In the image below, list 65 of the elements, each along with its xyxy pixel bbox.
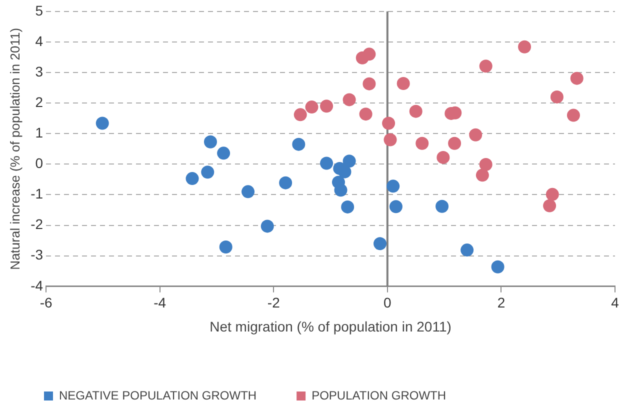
point xyxy=(320,100,334,113)
point xyxy=(359,108,372,121)
point xyxy=(292,138,306,151)
point xyxy=(362,48,376,61)
point xyxy=(362,77,376,90)
point xyxy=(460,244,474,257)
point xyxy=(479,158,492,171)
point xyxy=(204,135,217,148)
point xyxy=(386,180,400,193)
y-tick-label: -4 xyxy=(30,277,44,294)
legend-label: POPULATION GROWTH xyxy=(312,388,446,402)
point xyxy=(436,200,449,213)
x-tick-label: -4 xyxy=(154,294,166,311)
point xyxy=(338,165,352,178)
y-tick-label: 1 xyxy=(35,124,44,140)
point xyxy=(334,184,348,197)
point xyxy=(518,40,532,54)
point xyxy=(294,108,307,122)
y-tick-label: -2 xyxy=(30,216,44,232)
point xyxy=(201,166,214,179)
point xyxy=(342,154,356,168)
y-tick-label: -3 xyxy=(30,246,44,263)
point xyxy=(479,60,492,73)
x-tick-label: -6 xyxy=(40,294,52,311)
point xyxy=(416,136,429,150)
point xyxy=(305,100,318,114)
x-tick-label: 0 xyxy=(384,294,392,311)
point xyxy=(342,93,356,106)
y-tick-label: 2 xyxy=(35,94,44,110)
point xyxy=(448,136,462,150)
point xyxy=(570,72,584,85)
y-tick-label: 0 xyxy=(35,155,44,172)
point xyxy=(242,185,255,198)
point xyxy=(341,200,354,214)
point xyxy=(96,116,109,130)
point xyxy=(260,220,274,233)
point xyxy=(374,237,387,250)
point xyxy=(409,104,422,118)
point xyxy=(469,128,482,142)
x-axis-title: Net migration (% of population in 2011) xyxy=(210,318,452,334)
point xyxy=(219,240,232,254)
point xyxy=(546,188,559,201)
point xyxy=(566,108,580,122)
point xyxy=(389,200,402,214)
y-tick-label: 4 xyxy=(35,32,44,49)
point xyxy=(186,172,199,186)
point xyxy=(217,146,230,160)
point xyxy=(396,77,410,90)
x-tick-label: -2 xyxy=(267,294,280,311)
point xyxy=(550,90,564,104)
point xyxy=(543,199,556,212)
legend-label: NEGATIVE POPULATION GROWTH xyxy=(59,388,257,402)
x-tick-label: 2 xyxy=(497,294,506,311)
y-tick-label: -1 xyxy=(30,186,44,202)
y-tick-label: 3 xyxy=(35,63,44,80)
point xyxy=(320,156,334,170)
point xyxy=(476,168,489,182)
point xyxy=(491,260,504,274)
point xyxy=(382,116,396,130)
point xyxy=(384,133,397,146)
y-axis-title: Natural increase (% of population in 2011) xyxy=(7,28,22,270)
y-tick-label: 5 xyxy=(35,2,44,18)
x-tick-label: 4 xyxy=(611,294,620,311)
point xyxy=(279,176,292,190)
point xyxy=(436,150,450,164)
